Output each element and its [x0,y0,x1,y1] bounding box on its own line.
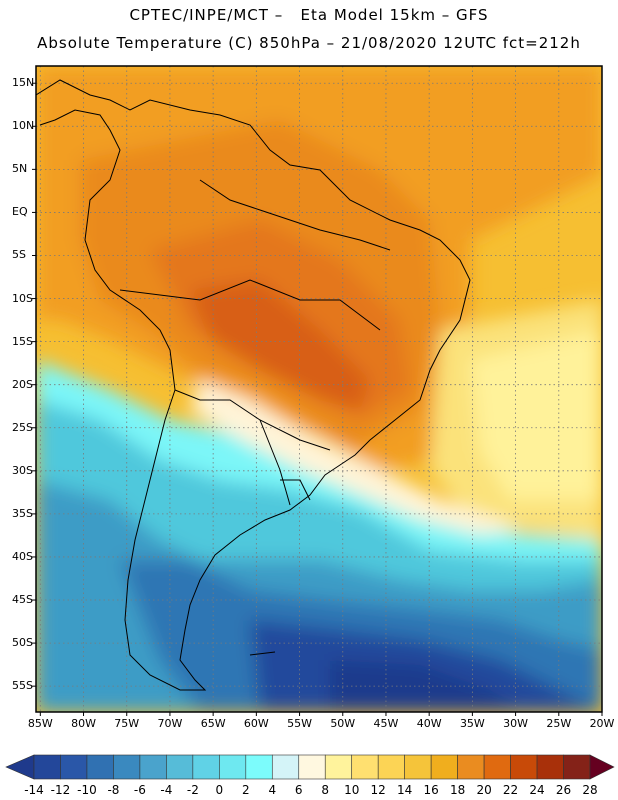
colorbar-tick-label: 22 [502,783,519,797]
lon-label: 20W [589,717,615,730]
colorbar-segment [536,754,564,780]
lon-label: 60W [243,717,269,730]
colorbar-max-arrow [589,754,615,780]
colorbar-segment [245,754,273,780]
colorbar-segment [86,754,114,780]
colorbar-segment [298,754,326,780]
colorbar-segment [404,754,432,780]
colorbar-tick-label: 28 [582,783,598,797]
colorbar-segment [351,754,379,780]
colorbar-tick-label: 24 [529,783,545,797]
lat-label: 45S [12,593,33,607]
lat-label: 10S [12,291,33,305]
lon-label: 75W [114,717,140,730]
coastlines [36,79,471,691]
lat-label: 5S [12,248,26,262]
colorbar-segment [377,754,405,780]
colorbar-tick-label: -10 [77,783,97,797]
title-line-1: CPTEC/INPE/MCT – Eta Model 15km – GFS [129,6,489,24]
colorbar-tick-label: 8 [321,783,330,797]
lon-label: 50W [330,717,356,730]
lat-label: 30S [12,463,33,477]
lat-label: 15S [12,334,33,348]
colorbar-segment [483,754,511,780]
lat-label: 25S [12,420,33,434]
colorbar-tick-label: -4 [160,783,173,797]
lon-label: 70W [157,717,183,730]
lon-label: 25W [546,717,572,730]
colorbar-segment [510,754,538,780]
colorbar-segment [113,754,141,780]
colorbar [5,754,615,780]
lat-label: EQ [12,205,28,219]
colorbar-tick-label: -8 [107,783,120,797]
colorbar-segment [219,754,247,780]
colorbar-tick-label: -14 [24,783,44,797]
colorbar-segment [192,754,220,780]
colorbar-tick-label: -2 [186,783,199,797]
colorbar-segment [457,754,485,780]
lat-label: 50S [12,636,33,650]
colorbar-segment [33,754,61,780]
lat-label: 35S [12,506,33,520]
lat-label: 40S [12,549,33,563]
title-line-2: Absolute Temperature (C) 850hPa – 21/08/… [37,34,581,52]
colorbar-tick-label: 26 [555,783,572,797]
colorbar-tick-label: 14 [397,783,413,797]
colorbar-segment [60,754,88,780]
colorbar-tick-label: 18 [449,783,466,797]
lat-label: 15N [12,76,35,90]
lat-label: 10N [12,119,35,133]
lon-label: 80W [71,717,96,730]
colorbar-tick-label: -12 [50,783,71,797]
colorbar-tick-label: 12 [370,783,386,797]
lon-label: 45W [373,717,399,730]
colorbar-tick-label: 2 [241,783,250,797]
colorbar-tick-label: 20 [476,783,492,797]
colorbar-tick-label: 10 [344,783,360,797]
lon-label: 40W [416,717,442,730]
map-frame [35,65,603,713]
colorbar-tick-label: 6 [294,783,303,797]
lat-label: 20S [12,377,33,391]
lat-label: 55S [12,679,33,693]
lon-label: 30W [503,717,529,730]
colorbar-min-arrow [5,754,35,780]
lat-label: 5N [12,162,28,176]
colorbar-tick-label: -6 [133,783,146,797]
lon-label: 35W [459,717,485,730]
colorbar-segment [166,754,194,780]
colorbar-segment [430,754,458,780]
colorbar-segment [324,754,353,780]
colorbar-segment [271,754,300,780]
colorbar-tick-label: 0 [215,783,224,797]
colorbar-tick-label: 4 [268,783,277,797]
lon-label: 65W [200,717,226,730]
lon-label: 55W [287,717,312,730]
colorbar-segment [139,754,167,780]
colorbar-tick-label: 16 [423,783,439,797]
colorbar-segment [563,754,591,780]
lon-label: 85W [27,717,53,730]
